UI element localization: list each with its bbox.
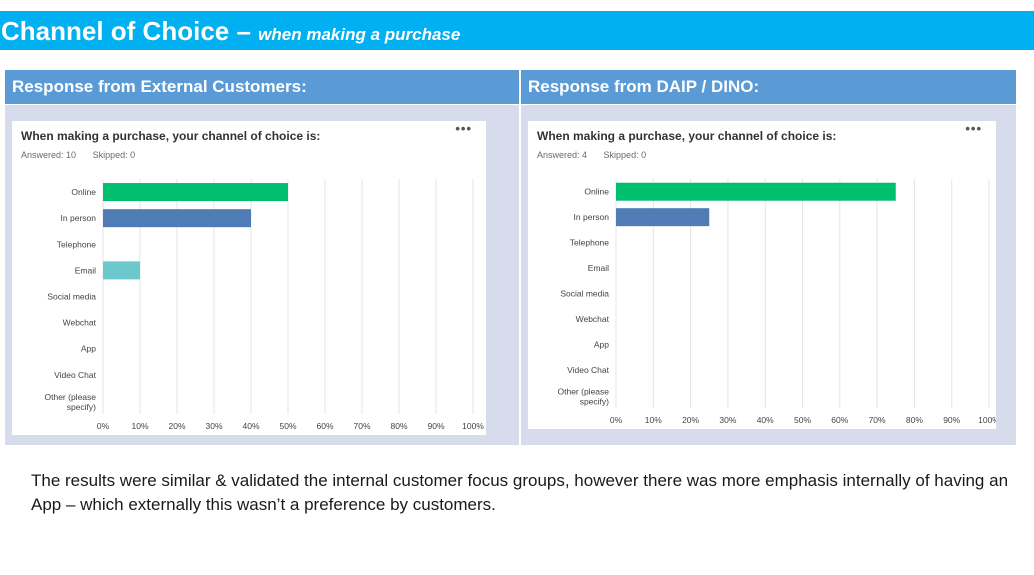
external-category-label-cont: specify): [67, 402, 96, 412]
internal-x-tick-label: 60%: [831, 415, 848, 425]
internal-skipped-count: Skipped: 0: [603, 150, 647, 160]
internal-x-tick-label: 90%: [943, 415, 960, 425]
external-x-tick-label: 80%: [390, 421, 407, 431]
internal-panel-header: Response from DAIP / DINO:: [521, 70, 1016, 104]
external-question-title: When making a purchase, your channel of …: [21, 129, 321, 143]
external-x-tick-label: 60%: [316, 421, 333, 431]
internal-bar-chart: 0% 10% 20% 30% 40% 50% 60% 70% 80% 90% 100% Online I…: [558, 179, 996, 425]
external-bar-chart: 0% 10% 20% 30% 40% 50% 60% 70% 80% 90% 100% Online I…: [45, 179, 484, 431]
summary-note: The results were similar & validated the…: [31, 471, 1009, 514]
internal-x-tick-label: 40%: [757, 415, 774, 425]
internal-x-tick-label: 70%: [869, 415, 886, 425]
page-subtitle: when making a purchase: [258, 25, 461, 44]
external-answered-count: Answered: 10: [21, 150, 77, 160]
internal-category-label: App: [594, 339, 609, 349]
internal-answered-count: Answered: 4: [537, 150, 588, 160]
internal-category-label: Social media: [560, 289, 609, 299]
external-category-label: Webchat: [63, 318, 97, 328]
external-x-tick-label: 100%: [462, 421, 484, 431]
external-more-options-icon[interactable]: •••: [455, 121, 472, 136]
external-category-label: Online: [71, 187, 96, 197]
external-x-tick-label: 0%: [97, 421, 110, 431]
external-response-counts: Answered: 10 Skipped: 0: [21, 150, 149, 160]
external-skipped-count: Skipped: 0: [92, 150, 136, 160]
external-category-label: Video Chat: [54, 370, 97, 380]
title-bar: Channel of Choice – when making a purcha…: [0, 11, 1034, 50]
page-title: Channel of Choice – when making a purcha…: [1, 16, 460, 47]
internal-category-label: Telephone: [570, 238, 610, 248]
external-bar-email: [103, 261, 140, 280]
internal-category-label: Other (please: [558, 386, 610, 396]
external-survey-card: When making a purchase, your channel of …: [12, 121, 486, 435]
internal-x-tick-label: 50%: [794, 415, 811, 425]
page-title-main: Channel of Choice –: [1, 16, 251, 46]
internal-x-tick-label: 0%: [610, 415, 623, 425]
internal-category-label: In person: [574, 212, 610, 222]
internal-category-label: Online: [584, 187, 609, 197]
internal-more-options-icon[interactable]: •••: [965, 121, 982, 136]
internal-x-tick-label: 80%: [906, 415, 923, 425]
internal-bar-online: [616, 182, 896, 201]
internal-x-tick-label: 10%: [645, 415, 662, 425]
external-x-tick-label: 70%: [353, 421, 370, 431]
external-x-tick-label: 40%: [242, 421, 259, 431]
external-category-label: Email: [75, 265, 96, 275]
external-x-tick-label: 50%: [279, 421, 296, 431]
external-x-tick-label: 90%: [427, 421, 444, 431]
internal-category-label: Email: [588, 263, 609, 273]
external-panel-body: When making a purchase, your channel of …: [5, 105, 519, 445]
external-x-tick-label: 10%: [131, 421, 148, 431]
external-category-label: Social media: [47, 292, 96, 302]
internal-x-tick-label: 100%: [978, 415, 996, 425]
external-panel-header: Response from External Customers:: [5, 70, 519, 104]
internal-x-tick-label: 20%: [682, 415, 699, 425]
internal-response-counts: Answered: 4 Skipped: 0: [537, 150, 660, 160]
internal-category-label-cont: specify): [580, 396, 609, 406]
internal-survey-card: When making a purchase, your channel of …: [528, 121, 996, 429]
external-category-label: Telephone: [57, 239, 97, 249]
external-bar-online: [103, 183, 288, 202]
internal-category-label: Video Chat: [567, 365, 610, 375]
external-bar-in-person: [103, 209, 251, 228]
internal-panel-body: When making a purchase, your channel of …: [521, 105, 1016, 445]
external-x-tick-label: 20%: [168, 421, 185, 431]
internal-x-tick-label: 30%: [719, 415, 736, 425]
external-x-tick-label: 30%: [205, 421, 222, 431]
external-category-label: App: [81, 344, 96, 354]
external-category-label: Other (please: [45, 392, 97, 402]
internal-category-label: Webchat: [576, 314, 610, 324]
internal-bar-in-person: [616, 208, 710, 227]
internal-question-title: When making a purchase, your channel of …: [537, 129, 837, 143]
external-category-label: In person: [61, 213, 97, 223]
